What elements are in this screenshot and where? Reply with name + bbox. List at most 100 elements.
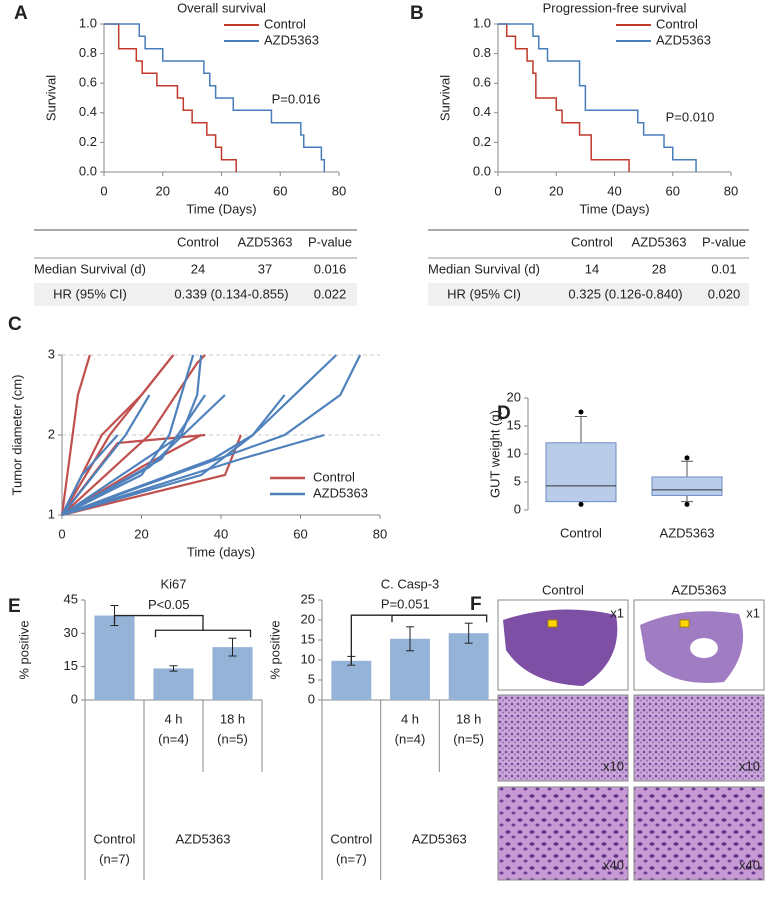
legend-label: AZD5363 [656, 32, 711, 47]
magnification: x40 [603, 857, 624, 872]
tumor-growth-line [60, 354, 91, 516]
x-tick-count: (n=7) [99, 851, 130, 866]
significance-bracket [113, 614, 204, 631]
tumor-growth-line [61, 354, 175, 516]
panel-label: F [470, 594, 482, 615]
panel-label: C [8, 314, 22, 335]
x-tick-label: 60 [666, 183, 680, 198]
survival-curve [498, 23, 630, 172]
magnification: x10 [739, 758, 760, 773]
p-value: P=0.010 [666, 109, 715, 124]
x-tick-label: 0 [494, 183, 501, 198]
legend-label: Control [313, 469, 355, 484]
x-tick-label: AZD5363 [660, 525, 715, 540]
y-tick-label: 0 [514, 501, 521, 516]
x-tick-label: 40 [214, 183, 228, 198]
survival-curve [104, 23, 237, 172]
group-bracket [391, 614, 488, 623]
y-tick-label: 10 [301, 651, 315, 666]
y-tick-label: 0.6 [473, 75, 491, 90]
x-tick-label: 80 [332, 183, 346, 198]
bar [94, 615, 135, 700]
tumor-growth-line [61, 394, 226, 516]
x-tick-label: Control [94, 831, 136, 846]
y-axis-label: Survival [437, 75, 452, 121]
y-tick-label: 1 [48, 506, 55, 521]
x-tick-label: 18 h [220, 711, 245, 726]
y-tick-label: 5 [514, 473, 521, 488]
table-header: Control [177, 234, 219, 249]
x-tick-label: 0 [100, 183, 107, 198]
x-tick-count: (n=4) [395, 731, 426, 746]
box [545, 442, 617, 503]
y-tick-label: 20 [301, 611, 315, 626]
legend-label: Control [656, 16, 698, 31]
x-tick-label: 20 [134, 526, 148, 541]
table-header: AZD5363 [632, 234, 687, 249]
p-value: P<0.05 [148, 597, 190, 612]
column-header: Control [542, 582, 584, 597]
x-axis-label: Time (Days) [579, 201, 649, 216]
table-cell: Median Survival (d) [34, 261, 146, 276]
table-cell: 0.020 [708, 286, 741, 301]
table-cell: 24 [191, 261, 205, 276]
tumor-growth-line [61, 354, 362, 517]
y-tick-label: 1.0 [79, 15, 97, 30]
micrograph-frame [497, 786, 629, 881]
outlier [578, 501, 584, 507]
table-row-bg [428, 283, 749, 306]
y-axis-label: % positive [16, 620, 31, 679]
y-tick-label: 0.2 [79, 134, 97, 149]
table-cell: Median Survival (d) [428, 261, 540, 276]
x-tick-label: 60 [273, 183, 287, 198]
y-tick-label: 15 [301, 631, 315, 646]
column-header: AZD5363 [672, 582, 727, 597]
x-tick-label: 20 [156, 183, 170, 198]
panel-label: D [497, 403, 511, 424]
box [651, 476, 723, 496]
chart-title: Ki67 [160, 576, 186, 591]
bar [331, 660, 372, 700]
micrograph-frame [633, 694, 765, 782]
x-tick-label: Control [330, 831, 372, 846]
tissue-section [503, 609, 618, 686]
x-tick-label: 20 [549, 183, 563, 198]
y-tick-label: 20 [507, 389, 521, 404]
micrograph-frame [633, 786, 765, 881]
magnification: x40 [739, 857, 760, 872]
table-cell: 37 [258, 261, 272, 276]
outlier [578, 409, 584, 415]
bar [448, 633, 489, 700]
legend-label: Control [264, 16, 306, 31]
chart-title: Overall survival [177, 0, 266, 15]
x-tick-label: 4 h [401, 711, 419, 726]
x-tick-label: 80 [724, 183, 738, 198]
table-cell: 0.339 (0.134-0.855) [174, 286, 288, 301]
y-tick-label: 3 [48, 346, 55, 361]
tumor-growth-line [61, 434, 119, 516]
group-label: AZD5363 [176, 831, 231, 846]
x-tick-count: (n=7) [336, 851, 367, 866]
tumor-growth-line [61, 434, 242, 517]
table-header: P-value [308, 234, 352, 249]
table-cell: HR (95% CI) [53, 286, 127, 301]
x-axis-label: Time (days) [187, 544, 255, 559]
y-tick-label: 0.8 [473, 45, 491, 60]
y-tick-label: 2 [48, 426, 55, 441]
y-axis-label: Tumor diameter (cm) [9, 375, 24, 496]
p-value: P=0.051 [381, 597, 430, 612]
y-tick-label: 0.4 [79, 104, 97, 119]
outlier [684, 455, 690, 461]
inset-marker [679, 619, 690, 628]
table-cell: 28 [652, 261, 666, 276]
x-tick-label: 4 h [164, 711, 182, 726]
magnification: x1 [746, 605, 760, 620]
y-tick-label: 1.0 [473, 15, 491, 30]
micrograph-frame [497, 694, 629, 782]
x-axis-label: Time (Days) [186, 201, 256, 216]
x-tick-label: 80 [373, 526, 387, 541]
table-header: Control [571, 234, 613, 249]
tumor-growth-line [61, 354, 195, 516]
y-tick-label: 30 [64, 625, 78, 640]
